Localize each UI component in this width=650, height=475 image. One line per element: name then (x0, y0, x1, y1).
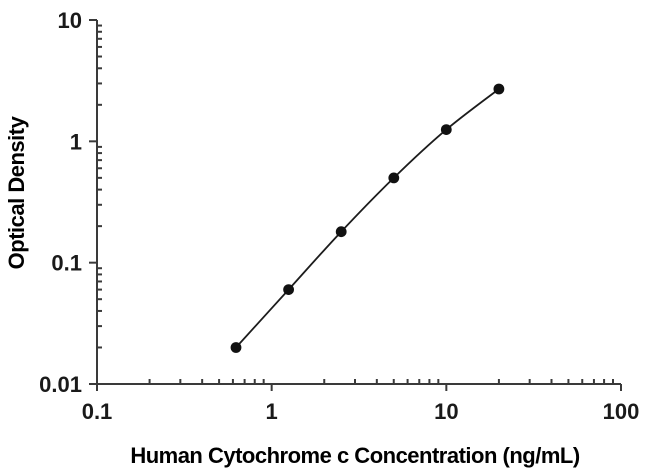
series-standard-curve (230, 83, 505, 353)
axis-spines (96, 20, 621, 385)
x-axis: 0.1 1 10 100 (82, 379, 640, 424)
x-tick-label: 1 (266, 399, 278, 424)
y-tick-label: 1 (70, 129, 82, 154)
x-tick-label: 10 (434, 399, 458, 424)
data-point-marker (335, 226, 347, 238)
data-point-marker (230, 342, 242, 353)
x-tick-label: 100 (603, 399, 640, 424)
fit-curve (235, 88, 500, 349)
data-point-marker (283, 284, 294, 295)
y-tick-label: 10 (58, 8, 82, 33)
data-point-marker (388, 172, 400, 184)
data-point-marker (440, 124, 452, 135)
y-tick-label: 0.1 (51, 251, 82, 276)
x-tick-label: 0.1 (82, 399, 113, 424)
data-point-marker (493, 83, 505, 95)
y-axis-title: Optical Density (4, 115, 29, 269)
y-tick-label: 0.01 (39, 372, 82, 397)
y-axis: 0.01 0.1 1 10 (39, 8, 621, 397)
x-axis-title: Human Cytochrome c Concentration (ng/mL) (130, 443, 580, 468)
